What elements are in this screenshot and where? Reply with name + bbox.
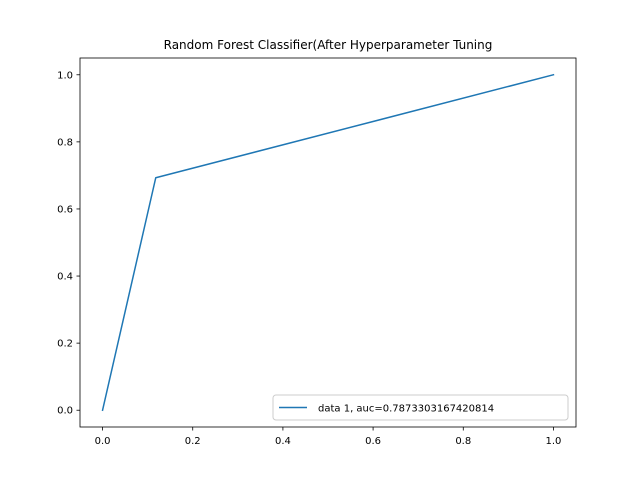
y-tick-label: 1.0 — [57, 70, 73, 81]
y-axis-ticks: 0.0 0.2 0.4 0.6 0.8 1.0 — [57, 70, 80, 417]
series-layer — [101, 73, 555, 412]
x-tick-label: 0.2 — [185, 436, 201, 447]
axes-frame — [79, 57, 577, 428]
x-tick-label: 0.8 — [455, 436, 471, 447]
x-axis-ticks: 0.0 0.2 0.4 0.6 0.8 1.0 — [95, 427, 562, 447]
y-tick-label: 0.2 — [57, 339, 73, 350]
y-tick-label: 0.0 — [57, 406, 73, 417]
y-tick-label: 0.6 — [57, 204, 73, 215]
x-tick-label: 0.0 — [95, 436, 111, 447]
chart-title: Random Forest Classifier(After Hyperpara… — [164, 38, 493, 52]
legend: data 1, auc=0.7873303167420814 — [272, 394, 569, 421]
series-line-0 — [101, 73, 555, 412]
x-tick-label: 0.4 — [275, 436, 291, 447]
legend-box — [272, 394, 569, 421]
legend-label: data 1, auc=0.7873303167420814 — [318, 404, 494, 415]
x-tick-label: 0.6 — [365, 436, 381, 447]
y-tick-label: 0.4 — [57, 272, 73, 283]
y-tick-label: 0.8 — [57, 137, 73, 148]
x-tick-label: 1.0 — [546, 436, 562, 447]
